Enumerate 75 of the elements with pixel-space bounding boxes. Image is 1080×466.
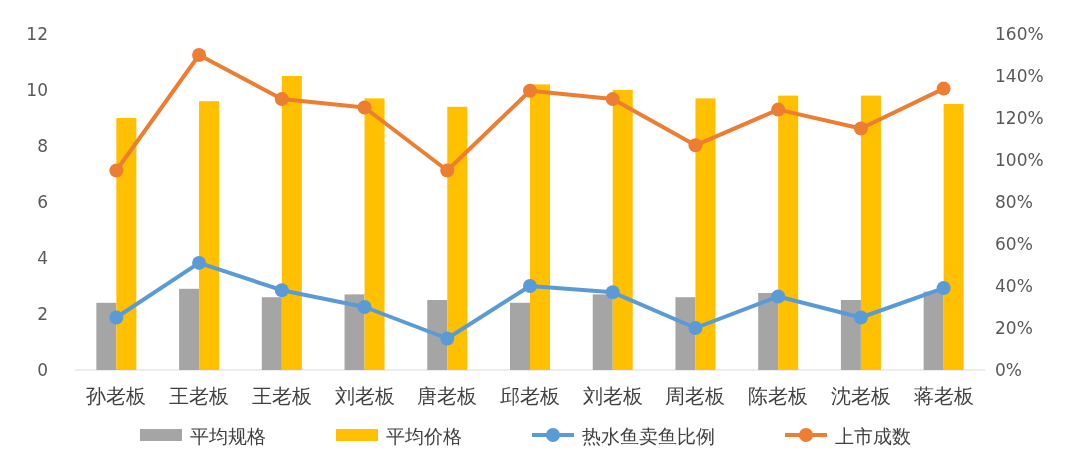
x-tick-label: 周老板 bbox=[665, 384, 726, 408]
point bbox=[605, 285, 620, 300]
point bbox=[605, 92, 620, 107]
point bbox=[853, 121, 868, 136]
bar bbox=[860, 95, 881, 370]
point bbox=[936, 81, 951, 96]
legend-label: 热水鱼卖鱼比例 bbox=[582, 425, 715, 447]
point bbox=[109, 310, 124, 325]
point bbox=[523, 83, 537, 98]
y-tick-label: 4 bbox=[37, 248, 48, 268]
y2-tick-label: 40% bbox=[995, 276, 1033, 296]
y2-tick-label: 80% bbox=[995, 192, 1033, 212]
x-tick-label: 王老板 bbox=[251, 384, 312, 408]
x-tick-label: 邱老板 bbox=[500, 384, 560, 408]
bar bbox=[592, 294, 613, 370]
bar bbox=[695, 98, 716, 370]
y-tick-label: 10 bbox=[26, 80, 48, 100]
x-tick-label: 唐老板 bbox=[417, 384, 478, 408]
bar bbox=[364, 98, 385, 370]
bar bbox=[447, 106, 468, 370]
y-tick-label: 2 bbox=[37, 304, 48, 324]
x-tick-label: 刘老板 bbox=[582, 384, 643, 408]
x-tick-label: 王老板 bbox=[169, 384, 230, 408]
point bbox=[936, 281, 951, 296]
legend-label: 平均规格 bbox=[190, 425, 266, 447]
y2-tick-label: 160% bbox=[995, 24, 1044, 44]
point bbox=[440, 331, 455, 346]
y-tick-label: 12 bbox=[26, 24, 48, 44]
point bbox=[274, 283, 289, 298]
y2-tick-label: 0% bbox=[995, 360, 1022, 380]
bar bbox=[510, 302, 530, 370]
point bbox=[853, 310, 868, 325]
point bbox=[357, 300, 372, 314]
x-tick-label: 蒋老板 bbox=[913, 384, 974, 408]
point bbox=[688, 138, 703, 153]
bar bbox=[179, 288, 200, 370]
y2-tick-label: 140% bbox=[995, 66, 1044, 86]
point bbox=[688, 321, 703, 335]
legend-label: 上市成数 bbox=[835, 425, 911, 447]
point bbox=[192, 48, 207, 62]
bar bbox=[261, 297, 282, 370]
bar bbox=[344, 294, 365, 370]
y-tick-label: 6 bbox=[37, 192, 48, 212]
legend-label: 平均价格 bbox=[386, 425, 462, 447]
bar bbox=[675, 297, 696, 370]
y2-tick-label: 20% bbox=[995, 318, 1033, 338]
y-tick-label: 8 bbox=[37, 136, 48, 156]
x-tick-label: 陈老板 bbox=[748, 384, 809, 408]
bar bbox=[778, 95, 799, 370]
bar bbox=[96, 302, 117, 370]
x-tick-label: 孙老板 bbox=[86, 384, 147, 408]
point bbox=[771, 102, 786, 117]
bar bbox=[923, 291, 944, 370]
bar bbox=[530, 84, 550, 370]
bar bbox=[612, 90, 633, 370]
bar bbox=[427, 300, 448, 370]
point bbox=[357, 100, 372, 115]
point bbox=[523, 279, 537, 293]
point bbox=[771, 289, 786, 304]
bar bbox=[840, 300, 861, 370]
x-tick-label: 沈老板 bbox=[830, 384, 891, 408]
y2-tick-label: 120% bbox=[995, 108, 1044, 128]
bar bbox=[943, 104, 964, 370]
bar bbox=[199, 101, 220, 370]
y-tick-label: 0 bbox=[37, 360, 48, 380]
point bbox=[440, 163, 455, 178]
y2-tick-label: 60% bbox=[995, 234, 1033, 254]
x-tick-label: 刘老板 bbox=[334, 384, 395, 408]
bar bbox=[281, 76, 302, 370]
point bbox=[109, 163, 124, 178]
point bbox=[274, 92, 289, 107]
y2-tick-label: 100% bbox=[995, 150, 1044, 170]
bar bbox=[116, 118, 137, 370]
point bbox=[192, 255, 207, 270]
bar bbox=[758, 293, 779, 370]
